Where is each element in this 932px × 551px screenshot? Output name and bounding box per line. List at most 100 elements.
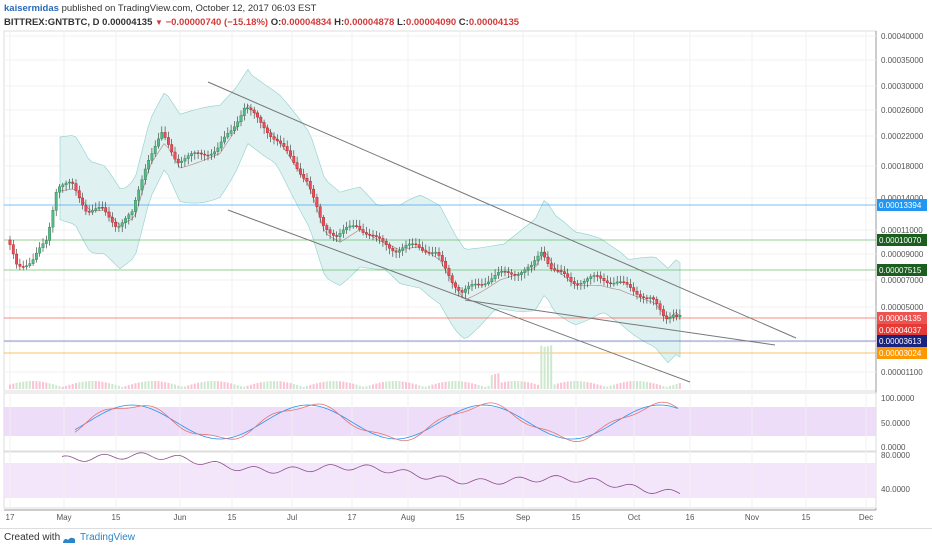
price-label-box <box>877 199 927 211</box>
o-label: O: <box>270 17 282 28</box>
volume-bar <box>424 386 427 389</box>
candle-body <box>444 261 447 269</box>
candle-body <box>361 229 365 233</box>
candle-body <box>104 207 108 213</box>
candle-body <box>318 206 322 218</box>
tradingview-brand[interactable]: TradingView <box>80 532 136 543</box>
stochastic-lines <box>74 401 679 442</box>
author-name[interactable]: kaisermidas <box>4 3 59 14</box>
volume-bar <box>606 386 609 389</box>
candle-body <box>31 259 35 264</box>
candle-body <box>665 315 669 319</box>
candles <box>8 103 682 324</box>
volume-bar <box>665 386 668 389</box>
h-label: H: <box>334 17 345 28</box>
volume-bar <box>471 383 473 389</box>
candle-body <box>232 126 236 131</box>
candle-body <box>576 283 580 285</box>
volume-bar <box>345 382 348 389</box>
candle-body <box>124 218 127 223</box>
volume-bar <box>622 382 625 389</box>
volume-bar <box>411 383 414 389</box>
candle-body <box>510 272 513 275</box>
candle-body <box>526 266 530 270</box>
down-arrow-icon: ▼ <box>155 18 163 27</box>
volume-bar <box>639 381 642 389</box>
volume-bar <box>259 382 262 389</box>
candle-body <box>642 296 646 298</box>
candle-body <box>652 297 655 300</box>
y-tick-label: 0.00009000 <box>881 250 924 259</box>
volume-bar <box>15 382 18 389</box>
candle-body <box>622 281 626 283</box>
candle-body <box>38 247 42 254</box>
candle-body <box>533 260 537 266</box>
price-chart[interactable]: 0.00040000 0.00035000 0.00030000 0.00026000… <box>0 0 932 528</box>
volume-bar <box>385 381 388 389</box>
volume-bar <box>88 381 91 389</box>
volume-bar <box>527 382 530 389</box>
volume-bar <box>388 381 391 389</box>
candle-body <box>536 255 540 261</box>
candle-body <box>196 152 200 154</box>
candle-body <box>338 233 342 237</box>
volume-bar <box>546 346 549 389</box>
volume-bar <box>570 381 572 389</box>
volume-bar <box>550 345 553 389</box>
volume-bar <box>263 381 266 389</box>
volume-bar <box>226 382 229 389</box>
candle-body <box>209 153 213 156</box>
candle-body <box>44 240 48 244</box>
candle-body <box>596 275 599 277</box>
candle-body <box>8 239 12 245</box>
volume-bar <box>375 383 378 389</box>
candle-body <box>282 143 286 147</box>
volume-bar <box>596 384 599 389</box>
volume-bar <box>309 385 312 389</box>
candle-body <box>180 160 183 163</box>
candle-body <box>259 116 263 123</box>
volume-bar <box>65 385 68 389</box>
y-tick-label: 0.00001100 <box>881 368 923 377</box>
candle-body <box>358 225 362 230</box>
volume-bar <box>355 384 358 389</box>
volume-bar <box>652 383 655 389</box>
volume-bar <box>556 383 559 389</box>
candle-body <box>401 247 405 251</box>
volume-bar <box>75 383 77 389</box>
candle-body <box>421 247 424 251</box>
candle-body <box>671 314 675 318</box>
volume-bar <box>296 384 299 389</box>
candle-body <box>407 243 411 246</box>
volume-bar <box>124 386 127 389</box>
volume-bar <box>431 384 434 389</box>
volume-bar <box>438 382 440 389</box>
volume-bar <box>649 382 652 389</box>
candle-body <box>602 278 606 282</box>
volume-bar <box>348 382 351 389</box>
volume-bar <box>583 381 586 389</box>
candle-body <box>35 252 38 260</box>
volume-bar <box>230 383 233 389</box>
candle-body <box>645 297 649 299</box>
volume-bar <box>61 386 64 389</box>
volume-bar <box>266 381 269 389</box>
volume-bar <box>101 381 104 389</box>
volume-bar <box>81 381 84 389</box>
volume-bar <box>203 381 206 389</box>
candle-body <box>497 272 500 276</box>
y-tick-label: 0.00030000 <box>881 82 924 91</box>
candle-body <box>500 271 504 273</box>
volume-bar <box>365 386 368 389</box>
volume-bar <box>342 381 345 389</box>
candle-body <box>130 211 134 215</box>
volume-bar <box>659 385 662 389</box>
rsi-tick-label: 40.0000 <box>881 485 910 494</box>
volume-bar <box>127 385 130 389</box>
candle-body <box>249 107 253 111</box>
candle-body <box>133 200 137 212</box>
rsi-line <box>61 452 681 494</box>
candle-body <box>553 268 556 271</box>
candle-body <box>203 153 207 156</box>
candle-body <box>487 281 490 285</box>
